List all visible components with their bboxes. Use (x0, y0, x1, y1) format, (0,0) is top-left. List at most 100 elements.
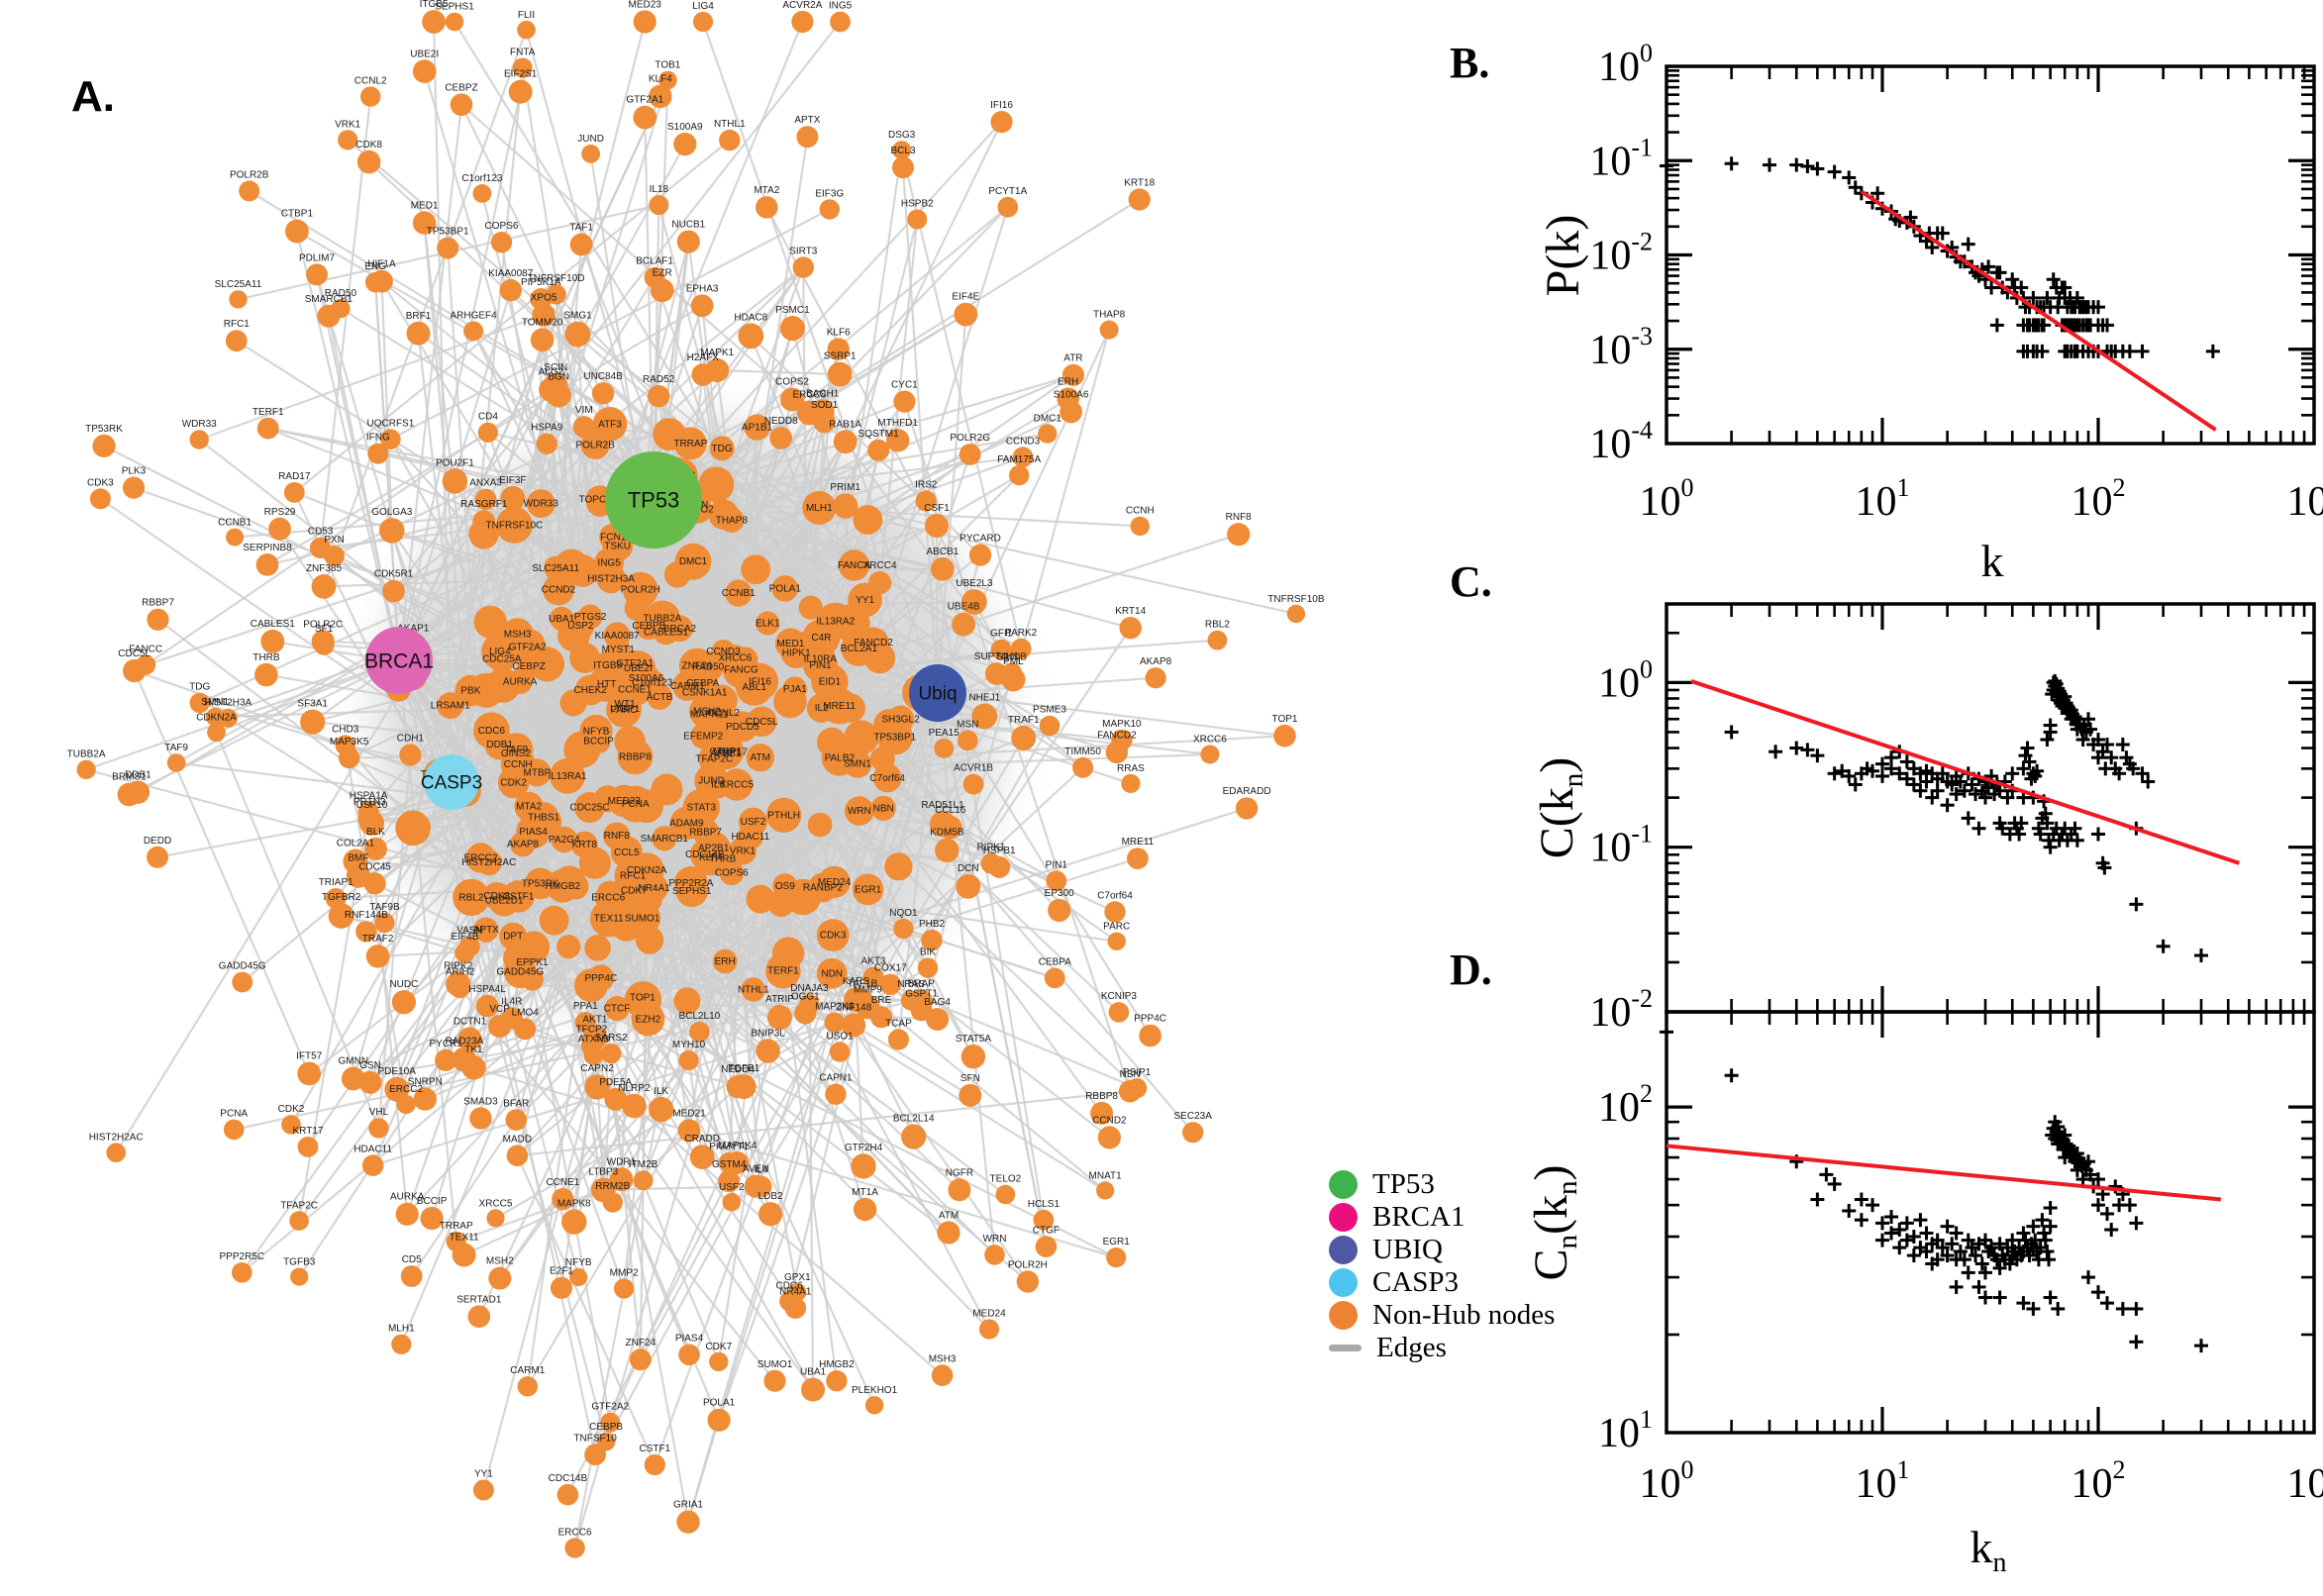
svg-text:HIST2H3A: HIST2H3A (204, 698, 252, 709)
svg-text:CCND3: CCND3 (706, 647, 741, 657)
svg-text:CCNH: CCNH (504, 759, 533, 770)
svg-text:SUPT4H1: SUPT4H1 (974, 651, 1019, 662)
svg-text:PALB2: PALB2 (825, 752, 856, 763)
svg-text:10-2: 10-2 (1589, 228, 1653, 279)
svg-text:MED24: MED24 (972, 1308, 1006, 1319)
panel-d-label: D. (1450, 946, 1492, 994)
svg-text:SLC25A11: SLC25A11 (532, 563, 579, 574)
svg-text:CEBPA: CEBPA (686, 678, 719, 689)
svg-text:COPS2: COPS2 (775, 377, 809, 388)
svg-text:HIST2H2AC: HIST2H2AC (89, 1132, 144, 1143)
svg-text:XRCC5: XRCC5 (479, 1198, 513, 1209)
svg-text:CD4: CD4 (478, 412, 498, 423)
axis-tick-labels: 100 10-1 10-2 10-3 10-4 100 101 102 103 (1589, 39, 2323, 525)
svg-text:MAPK1: MAPK1 (700, 348, 734, 358)
panel-c-label: C. (1450, 557, 1492, 606)
svg-text:MAPK8: MAPK8 (557, 1198, 591, 1209)
svg-text:CCNL2: CCNL2 (707, 708, 740, 719)
svg-text:GPX1: GPX1 (784, 1272, 811, 1283)
svg-text:WDR1: WDR1 (607, 1156, 637, 1167)
svg-text:PKMYT1: PKMYT1 (709, 1142, 749, 1152)
svg-text:CDK3: CDK3 (820, 931, 847, 942)
svg-text:POLR2C: POLR2C (303, 619, 343, 630)
svg-text:ADAM9: ADAM9 (669, 818, 704, 829)
svg-text:CDK5R1: CDK5R1 (374, 569, 414, 580)
svg-text:MSH3: MSH3 (504, 630, 532, 641)
svg-text:NFYB: NFYB (565, 1257, 592, 1268)
svg-text:C1orf123: C1orf123 (632, 678, 673, 689)
svg-text:RFC1: RFC1 (224, 319, 251, 330)
svg-text:RASGRF1: RASGRF1 (460, 499, 508, 510)
svg-text:USP2: USP2 (567, 621, 594, 632)
svg-text:IFNG: IFNG (366, 433, 390, 444)
svg-text:CTGF: CTGF (1033, 1225, 1060, 1236)
svg-text:ILK: ILK (654, 1086, 668, 1097)
panel-b-chart: 100 10-1 10-2 10-3 10-4 100 101 102 103 P(k) k (1537, 39, 2323, 586)
svg-text:ARIH2: ARIH2 (446, 967, 475, 978)
svg-text:AP1B1: AP1B1 (742, 423, 773, 434)
svg-text:CCNE1: CCNE1 (546, 1177, 579, 1188)
svg-text:FANCG: FANCG (724, 665, 758, 676)
svg-text:10-1: 10-1 (1589, 133, 1653, 184)
svg-text:MAP3K3: MAP3K3 (815, 1002, 855, 1013)
svg-text:TUBB2A: TUBB2A (643, 614, 681, 625)
svg-text:k: k (1981, 536, 2004, 586)
svg-text:WT1: WT1 (615, 699, 637, 710)
svg-text:100: 100 (1640, 473, 1694, 525)
svg-text:SMN1: SMN1 (201, 697, 229, 708)
svg-text:KLF4: KLF4 (649, 74, 672, 85)
svg-text:OS9: OS9 (775, 881, 795, 892)
svg-text:GMNN: GMNN (339, 1056, 369, 1067)
svg-text:FANCD2: FANCD2 (854, 638, 893, 648)
svg-text:TERF1: TERF1 (767, 966, 799, 977)
svg-text:ZNF24: ZNF24 (682, 661, 713, 672)
svg-text:TNFRSF10D: TNFRSF10D (528, 273, 585, 284)
svg-text:MSN: MSN (957, 720, 978, 731)
svg-text:WRN: WRN (983, 1234, 1007, 1245)
svg-text:POLA1: POLA1 (769, 583, 802, 594)
svg-text:PLK3: PLK3 (122, 466, 147, 477)
svg-text:IL13RA2: IL13RA2 (816, 616, 855, 627)
svg-text:SERPINB8: SERPINB8 (243, 543, 292, 553)
svg-text:TP53RK: TP53RK (522, 878, 559, 889)
svg-text:CDKN2A: CDKN2A (196, 712, 237, 723)
svg-text:JUND: JUND (698, 776, 725, 787)
svg-text:MED1: MED1 (411, 200, 439, 211)
svg-text:VRK1: VRK1 (730, 847, 757, 857)
svg-text:MLH1: MLH1 (388, 1324, 415, 1335)
panel-b-label: B. (1450, 39, 1490, 87)
svg-text:CDC25A: CDC25A (482, 653, 522, 664)
svg-text:PHB2: PHB2 (919, 919, 946, 930)
svg-text:HIST2H2AC: HIST2H2AC (461, 857, 516, 868)
svg-text:MMP9: MMP9 (854, 985, 882, 996)
svg-text:PPP2R5C: PPP2R5C (220, 1251, 265, 1262)
svg-text:PSMC1: PSMC1 (775, 305, 810, 316)
svg-text:RNF8: RNF8 (1226, 512, 1253, 523)
svg-text:CDC5L: CDC5L (118, 648, 151, 659)
svg-text:MED21: MED21 (672, 1108, 706, 1119)
svg-text:SQSTM1: SQSTM1 (858, 429, 900, 440)
svg-text:PIN1: PIN1 (809, 660, 832, 671)
svg-text:UBE2D1: UBE2D1 (485, 896, 524, 907)
svg-text:TSKU: TSKU (604, 541, 631, 551)
network-nodes (76, 10, 1306, 1558)
svg-text:IL18: IL18 (650, 184, 669, 195)
svg-text:SEC23A: SEC23A (1174, 1111, 1213, 1122)
svg-text:HDAC11: HDAC11 (354, 1144, 392, 1154)
panel-d-chart: 102101100101102103Cn(kn)kn (1525, 1010, 2323, 1578)
svg-text:TOP1: TOP1 (630, 993, 656, 1004)
svg-text:10-3: 10-3 (1589, 322, 1653, 373)
svg-text:PDE5A: PDE5A (599, 1077, 632, 1088)
svg-text:HCLS1: HCLS1 (1028, 1199, 1060, 1210)
svg-text:UBA1: UBA1 (800, 1367, 827, 1378)
svg-text:GOLGA3: GOLGA3 (371, 507, 413, 518)
svg-text:VHL: VHL (369, 1107, 389, 1118)
svg-text:IFI16: IFI16 (749, 677, 771, 688)
svg-text:ACVR2A: ACVR2A (782, 0, 822, 11)
svg-text:TOMM20: TOMM20 (522, 318, 563, 329)
svg-text:ATF3: ATF3 (598, 419, 622, 430)
hub-casp3: CASP3 (421, 754, 482, 810)
svg-text:AKAP8: AKAP8 (507, 840, 540, 850)
svg-text:MSH2: MSH2 (693, 706, 721, 717)
svg-text:CRADD: CRADD (684, 1134, 720, 1145)
